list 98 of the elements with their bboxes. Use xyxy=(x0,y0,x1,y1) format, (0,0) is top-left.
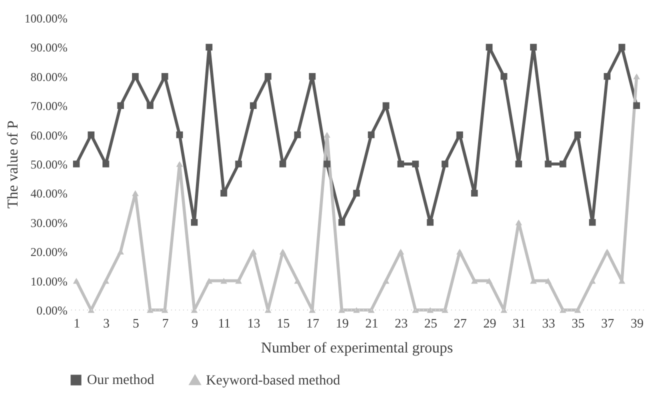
point xyxy=(146,102,154,109)
x-tick-label: 19 xyxy=(336,316,349,330)
x-tick-label: 33 xyxy=(542,316,556,330)
point xyxy=(515,219,522,226)
point xyxy=(397,248,404,255)
point xyxy=(397,160,404,168)
legend-label: Keyword-based method xyxy=(206,373,340,388)
point xyxy=(486,44,493,51)
point xyxy=(88,131,94,138)
y-tick-label: 70.00% xyxy=(30,99,68,114)
x-tick-label: 9 xyxy=(192,316,198,330)
point xyxy=(102,160,110,168)
x-tick-label: 3 xyxy=(103,316,110,330)
point xyxy=(530,44,537,51)
x-tick-label: 1 xyxy=(74,316,80,330)
point xyxy=(308,73,316,80)
x-tick-label: 23 xyxy=(394,316,408,330)
point xyxy=(353,307,360,313)
point xyxy=(324,132,330,138)
point xyxy=(471,278,478,284)
y-tick-label: 100.00% xyxy=(24,12,68,26)
point xyxy=(264,73,272,80)
point xyxy=(338,219,346,226)
point xyxy=(132,190,139,196)
y-tick-label: 30.00% xyxy=(30,216,68,230)
point xyxy=(324,160,330,168)
y-tick-label: 10.00% xyxy=(30,274,68,288)
point xyxy=(250,102,257,109)
point xyxy=(294,131,301,138)
point xyxy=(161,73,168,80)
x-tick-label: 25 xyxy=(424,316,438,330)
point xyxy=(574,131,582,138)
point xyxy=(279,160,286,168)
point xyxy=(560,307,566,313)
x-tick-label: 29 xyxy=(483,316,496,330)
x-tick-label: 7 xyxy=(162,316,170,330)
x-tick-label: 17 xyxy=(306,316,320,330)
point xyxy=(206,278,212,284)
y-tick-label: 50.00% xyxy=(30,158,68,172)
y-tick-label: 0.00% xyxy=(36,304,68,318)
point xyxy=(382,102,390,109)
point xyxy=(206,44,212,51)
point xyxy=(618,44,626,51)
point xyxy=(589,219,596,226)
point xyxy=(486,278,493,284)
y-tick-label: 60.00% xyxy=(30,128,68,142)
y-axis-title: The value of P xyxy=(6,120,22,208)
point xyxy=(190,219,198,226)
y-tick-label: 20.00% xyxy=(30,245,68,260)
point xyxy=(279,248,286,255)
point xyxy=(544,160,552,168)
point xyxy=(117,102,124,109)
x-axis-title: Number of experimental groups xyxy=(260,340,454,356)
y-tick-label: 80.00% xyxy=(30,70,68,84)
point xyxy=(426,307,434,313)
x-tick-label: 13 xyxy=(247,316,260,330)
point xyxy=(589,278,596,284)
y-tick-label: 90.00% xyxy=(30,40,68,55)
point xyxy=(426,219,434,226)
point xyxy=(73,160,80,168)
point xyxy=(235,160,242,168)
point xyxy=(250,248,257,255)
point xyxy=(500,73,508,80)
point xyxy=(604,248,610,255)
x-tick-label: 39 xyxy=(630,316,644,330)
point xyxy=(176,161,183,167)
x-tick-label: 21 xyxy=(365,316,378,330)
legend-label: Our method xyxy=(87,373,154,388)
point xyxy=(368,131,375,138)
point xyxy=(633,73,640,80)
point xyxy=(368,307,375,313)
point xyxy=(604,73,610,80)
point xyxy=(220,190,228,197)
point xyxy=(633,102,640,109)
y-tick-label: 40.00% xyxy=(30,186,68,201)
point xyxy=(515,160,522,168)
point xyxy=(456,248,464,255)
x-tick-label: 35 xyxy=(572,316,585,330)
point xyxy=(456,131,464,138)
point xyxy=(471,190,478,197)
x-tick-label: 27 xyxy=(454,316,468,330)
x-tick-label: 15 xyxy=(276,316,290,330)
x-tick-label: 5 xyxy=(132,316,140,330)
x-tick-label: 31 xyxy=(512,316,526,330)
x-tick-label: 37 xyxy=(601,316,615,330)
point xyxy=(132,73,139,80)
point xyxy=(544,278,552,284)
point xyxy=(442,160,448,168)
point xyxy=(560,160,566,168)
point xyxy=(102,278,110,284)
point xyxy=(220,278,228,284)
point xyxy=(412,160,419,168)
point xyxy=(176,131,183,138)
x-tick-label: 11 xyxy=(218,316,231,330)
point xyxy=(235,278,242,284)
point xyxy=(73,278,80,284)
point xyxy=(574,307,582,313)
point xyxy=(353,190,360,197)
